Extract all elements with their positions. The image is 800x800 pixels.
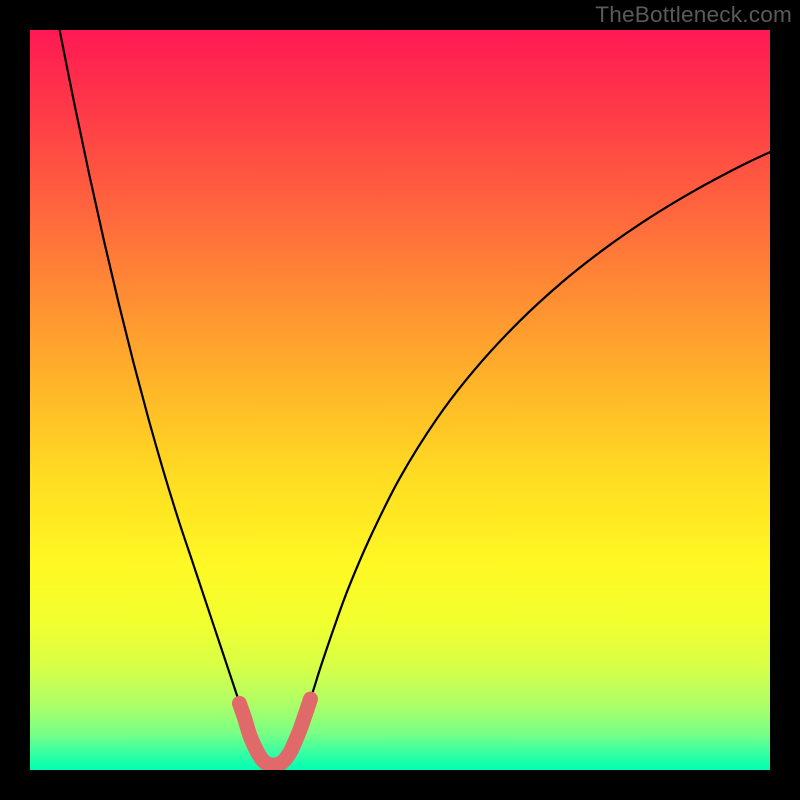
chart-svg (30, 30, 770, 770)
chart-background (30, 30, 770, 770)
plot-area (30, 30, 770, 770)
chart-root: TheBottleneck.com (0, 0, 800, 800)
watermark-text: TheBottleneck.com (595, 2, 792, 28)
